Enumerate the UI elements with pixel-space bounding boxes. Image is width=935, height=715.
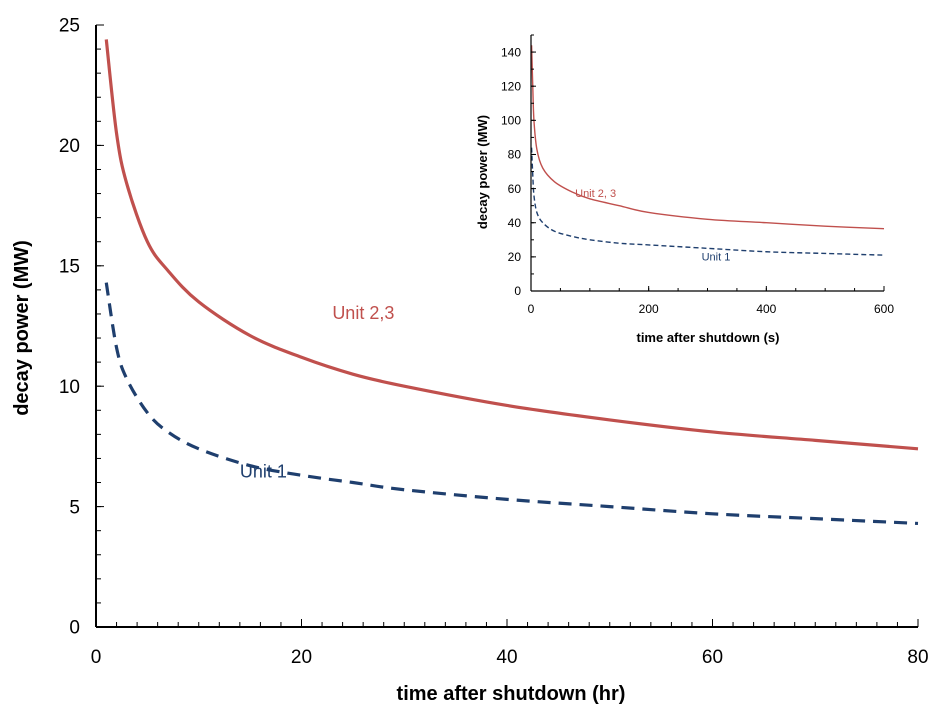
inset-y-tick-label: 40 xyxy=(508,216,522,230)
main-series-unit-2-3-line xyxy=(104,39,919,451)
main-x-tick-label: 20 xyxy=(291,647,312,668)
inset-y-tick-label: 20 xyxy=(508,250,522,264)
main-y-tick-label: 20 xyxy=(59,136,80,157)
inset-series-label: Unit 1 xyxy=(702,251,731,263)
inset-y-tick-label: 80 xyxy=(508,148,522,162)
main-series-label: Unit 2,3 xyxy=(332,303,394,323)
inset-series-unit-1-line xyxy=(530,147,885,256)
main-y-tick-label: 25 xyxy=(59,16,80,37)
inset-y-tick-label: 0 xyxy=(514,284,521,298)
main-x-tick-label: 40 xyxy=(496,647,517,668)
main-x-tick-label: 0 xyxy=(91,647,102,668)
inset-x-tick-label: 600 xyxy=(874,302,894,316)
main-x-axis-title: time after shutdown (hr) xyxy=(397,683,626,705)
main-x-tick-label: 60 xyxy=(702,647,723,668)
main-y-tick-label: 15 xyxy=(59,256,80,277)
inset-series-layer: Unit 2, 3 Unit 1 xyxy=(530,45,885,263)
inset-x-tick-label: 200 xyxy=(639,302,659,316)
inset-y-tick-label: 140 xyxy=(501,45,521,59)
main-series-layer: Unit 2,3 Unit 1 xyxy=(104,39,919,526)
inset-y-tick-label: 60 xyxy=(508,182,522,196)
inset-series-unit-2-3-line xyxy=(530,45,885,230)
inset-series-label: Unit 2, 3 xyxy=(575,188,616,200)
inset-x-axis-title: time after shutdown (s) xyxy=(636,330,779,345)
main-axes: 0 20 40 60 80 0 5 10 15 20 25 xyxy=(59,16,929,668)
main-y-tick-label: 0 xyxy=(69,618,80,639)
main-y-tick-label: 10 xyxy=(59,377,80,398)
inset-y-tick-label: 120 xyxy=(501,79,521,93)
main-y-axis-title: decay power (MW) xyxy=(11,240,33,416)
inset-x-tick-label: 400 xyxy=(756,302,776,316)
inset-y-axis-title: decay power (MW) xyxy=(475,115,490,229)
inset-x-tick-label: 0 xyxy=(528,302,535,316)
inset-axes: 0 200 400 600 0 20 40 60 80 100 120 140 xyxy=(501,34,894,316)
main-plot: Unit 2,3 Unit 1 0 20 40 60 80 0 5 10 15 20 25 time … xyxy=(11,16,929,705)
main-x-tick-label: 80 xyxy=(907,647,928,668)
inset-plot: Unit 2, 3 Unit 1 0 200 400 600 0 20 40 60 80 100 12… xyxy=(475,34,894,345)
main-series-label: Unit 1 xyxy=(240,462,287,482)
main-series-unit-1-line xyxy=(104,282,919,526)
main-y-tick-label: 5 xyxy=(69,497,80,518)
inset-y-tick-label: 100 xyxy=(501,114,521,128)
